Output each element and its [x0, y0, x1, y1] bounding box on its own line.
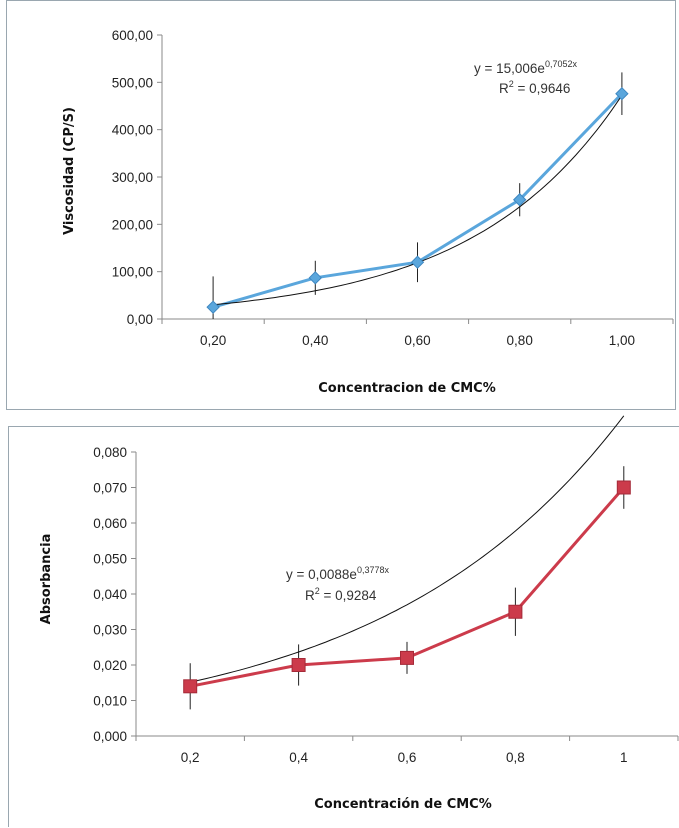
y-tick-label: 0,080 [93, 445, 127, 460]
data-point-marker [291, 658, 306, 672]
data-point-marker [400, 650, 414, 665]
x-tick-label: 0,2 [181, 750, 200, 765]
x-tick-label: 0,20 [200, 333, 226, 348]
y-tick-label: 0,070 [93, 481, 127, 496]
y-tick-label: 0,050 [93, 552, 127, 567]
x-tick-label: 1,00 [609, 333, 635, 348]
absorbance-chart-panel: Absorbancia Concentración de CMC% y = 0,… [8, 415, 679, 827]
trend-equation-base: y = 0,0088e [286, 567, 357, 582]
y-tick-label: 0,00 [127, 312, 153, 327]
x-tick-label: 0,6 [398, 750, 417, 765]
x-tick-label: 0,40 [302, 333, 328, 348]
data-point-marker [512, 193, 527, 207]
y-tick-label: 0,030 [93, 623, 127, 638]
x-tick-label: 0,60 [404, 333, 430, 348]
y-axis-title: Absorbancia [39, 534, 54, 625]
r-squared-label: R [499, 81, 509, 96]
y-tick-label: 500,00 [112, 75, 153, 90]
data-point-marker [508, 604, 523, 619]
y-tick-label: 0,000 [93, 729, 127, 744]
y-tick-label: 400,00 [112, 123, 153, 138]
trend-equation-exponent: 0,3778x [357, 565, 390, 575]
data-point-marker [410, 255, 425, 269]
trend-equation: y = 0,0088e0,3778x [286, 565, 389, 582]
y-tick-label: 200,00 [112, 217, 153, 232]
y-axis-title-text: Viscosidad (CP/S) [62, 107, 77, 235]
r-squared-value: = 0,9646 [514, 81, 571, 96]
data-point-marker [183, 679, 198, 694]
r-squared-sup: 2 [509, 79, 514, 89]
y-tick-label: 0,040 [93, 587, 127, 602]
data-point-marker [616, 480, 631, 495]
x-axis-title: Concentración de CMC% [314, 797, 491, 812]
viscosity-chart: Viscosidad (CP/S) Concentracion de CMC% … [62, 28, 674, 396]
data-point-marker [615, 86, 629, 101]
r-squared-label: R [305, 588, 315, 603]
x-tick-label: 0,8 [506, 750, 525, 765]
absorbance-chart: Absorbancia Concentración de CMC% y = 0,… [39, 415, 679, 812]
x-axis-title: Concentracion de CMC% [318, 381, 495, 396]
y-tick-label: 0,010 [93, 694, 127, 709]
trend-equation-base: y = 15,006e [474, 61, 545, 76]
y-tick-label: 0,060 [93, 516, 127, 531]
y-tick-label: 0,020 [93, 658, 127, 673]
r-squared-sup: 2 [315, 586, 320, 596]
r-squared-value: = 0,9284 [320, 588, 377, 603]
data-point-marker [308, 271, 323, 285]
y-tick-label: 600,00 [112, 28, 153, 43]
y-tick-label: 300,00 [112, 170, 153, 185]
x-tick-label: 1 [620, 750, 628, 765]
r-squared: R2 = 0,9646 [499, 79, 570, 96]
x-tick-label: 0,80 [507, 333, 533, 348]
viscosity-chart-panel: Viscosidad (CP/S) Concentracion de CMC% … [6, 0, 676, 410]
y-axis-title: Viscosidad (CP/S) [62, 107, 77, 235]
trendline [190, 415, 625, 683]
trend-equation-exponent: 0,7052x [545, 59, 578, 69]
x-tick-label: 0,4 [289, 750, 308, 765]
y-axis-title-text: Absorbancia [39, 534, 54, 625]
data-point-marker [206, 300, 220, 314]
trend-equation: y = 15,006e0,7052x [474, 59, 577, 76]
y-tick-label: 100,00 [112, 265, 153, 280]
r-squared: R2 = 0,9284 [305, 586, 377, 603]
